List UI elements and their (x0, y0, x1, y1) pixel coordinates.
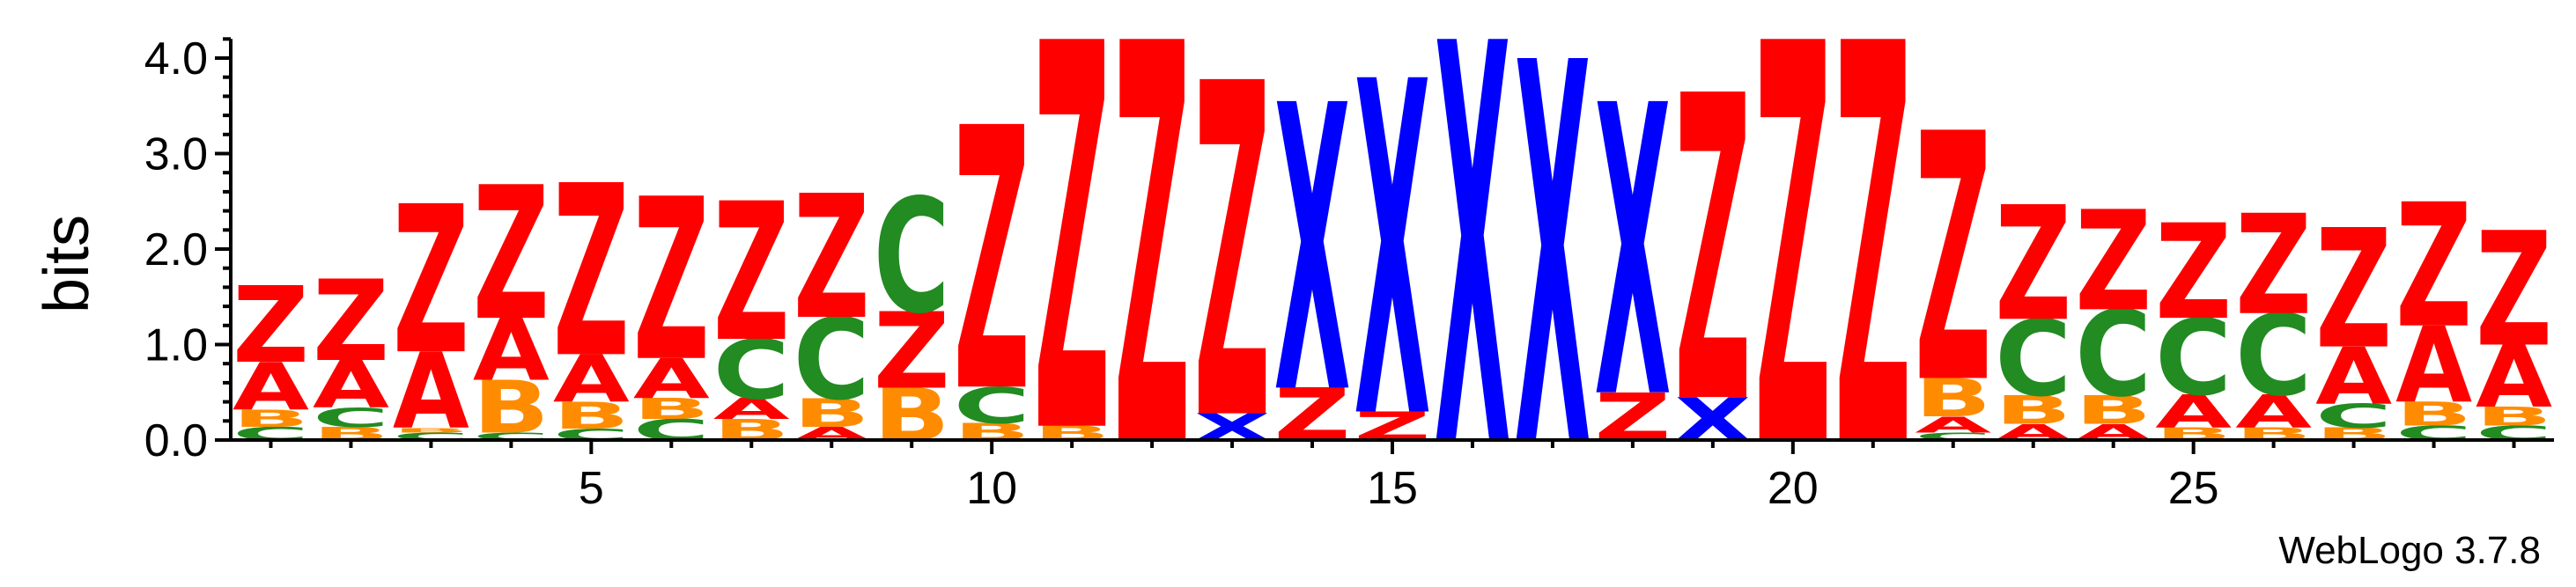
logo-glyph-pos20-Z: Z (1754, 0, 1831, 571)
logo-glyph-pos5-Z: Z (553, 135, 630, 409)
logo-glyph-pos23-Z: Z (1995, 173, 2071, 356)
y-tick-label: 1.0 (144, 320, 208, 371)
logo-glyph-pos6-Z: Z (633, 151, 710, 411)
logo-glyph-pos1-A: A (233, 349, 309, 425)
x-tick-label: 15 (1367, 463, 1418, 514)
logo-glyph-pos3-B: B (393, 427, 469, 435)
logo-glyph-pos28-A: A (2395, 306, 2472, 428)
logo-glyph-pos25-A: A (2155, 385, 2232, 439)
y-tick-label: 3.0 (144, 129, 208, 180)
y-tick-label: 4.0 (144, 33, 208, 84)
logo-glyph-pos17-X: X (1514, 0, 1591, 565)
logo-glyph-pos21-Z: Z (1834, 0, 1911, 571)
logo-glyph-pos1-B: B (233, 405, 309, 432)
x-tick-label: 5 (579, 463, 604, 514)
logo-glyph-pos22-Z: Z (1915, 62, 1991, 459)
axis-layer: 0.0 1.0 2.0 3.0 4.0 5 10 15 20 25 (144, 33, 2554, 514)
logo-glyph-pos27-C: C (2315, 397, 2392, 436)
logo-glyph-pos3-Z: Z (393, 164, 469, 400)
logo-glyph-pos7-C: C (713, 323, 790, 418)
logo-glyph-pos7-Z: Z (713, 164, 790, 385)
logo-glyph-pos29-B: B (2476, 401, 2552, 432)
x-tick-label: 20 (1768, 463, 1819, 514)
logo-glyph-pos11-Z: Z (1034, 0, 1111, 552)
logo-glyph-pos18-X: X (1594, 23, 1671, 488)
logo-glyph-pos26-A: A (2235, 385, 2312, 439)
logo-glyph-pos23-B: B (1995, 388, 2071, 434)
x-tick-label: 25 (2168, 463, 2219, 514)
logo-glyph-pos4-B: B (473, 366, 550, 450)
logo-glyph-pos25-Z: Z (2155, 196, 2232, 349)
logo-glyph-pos24-C: C (2075, 286, 2152, 423)
logo-glyph-pos24-B: B (2075, 388, 2152, 434)
logo-glyph-pos15-X: X (1354, 0, 1431, 519)
logo-glyph-pos25-C: C (2155, 298, 2232, 420)
logo-glyph-pos13-Z: Z (1194, 0, 1271, 523)
logo-glyph-pos9-C: C (874, 165, 950, 349)
logo-glyph-pos7-A: A (713, 393, 790, 426)
logo-glyph-pos3-A: A (393, 332, 469, 453)
weblogo-version-footer: WebLogo 3.7.8 (2278, 529, 2541, 572)
logo-glyph-pos24-Z: Z (2075, 182, 2152, 342)
logo-glyph-pos27-A: A (2315, 331, 2392, 422)
logo-glyph-pos28-Z: Z (2395, 168, 2472, 366)
logo-glyph-pos9-Z: Z (874, 291, 950, 413)
logo-glyph-pos16-X: X (1434, 0, 1510, 570)
logo-glyph-pos4-A: A (473, 301, 550, 400)
logo-glyph-pos10-Z: Z (954, 54, 1030, 473)
logo-glyph-pos29-A: A (2476, 328, 2552, 428)
logo-glyph-pos8-C: C (793, 295, 870, 425)
logo-glyph-pos5-A: A (553, 342, 630, 418)
logo-glyph-pos2-C: C (313, 403, 389, 433)
y-tick-label: 2.0 (144, 224, 208, 275)
logo-glyph-pos12-Z: Z (1114, 0, 1191, 571)
logo-glyph-pos2-Z: Z (313, 258, 389, 387)
logo-glyph-pos26-C: C (2235, 290, 2312, 421)
logo-glyph-pos19-Z: Z (1674, 9, 1751, 496)
logo-glyph-pos23-C: C (1995, 299, 2071, 421)
logo-glyph-pos5-B: B (553, 395, 630, 438)
logo-glyph-pos8-Z: Z (793, 159, 870, 357)
logo-glyph-pos6-A: A (633, 348, 710, 411)
logo-glyph-pos8-B: B (793, 391, 870, 437)
logo-glyph-pos2-A: A (313, 348, 389, 423)
logo-glyph-pos4-Z: Z (473, 149, 550, 363)
logo-glyph-pos28-B: B (2395, 396, 2472, 434)
y-axis-label: bits (32, 215, 102, 313)
logo-glyph-pos26-Z: Z (2235, 186, 2312, 346)
logo-glyph-pos27-Z: Z (2315, 194, 2392, 385)
logo-glyph-pos29-Z: Z (2476, 199, 2552, 382)
logo-glyph-pos22-A: A (1915, 412, 1991, 438)
logo-glyph-pos14-X: X (1274, 23, 1351, 481)
x-tick-label: 10 (966, 463, 1017, 514)
logo-glyph-pos6-B: B (633, 393, 710, 426)
y-tick-label: 0.0 (144, 415, 208, 466)
logo-glyph-pos1-Z: Z (233, 265, 309, 386)
logo-glyph-pos22-B: B (1915, 369, 1991, 429)
logo-glyph-pos10-C: C (954, 377, 1030, 435)
